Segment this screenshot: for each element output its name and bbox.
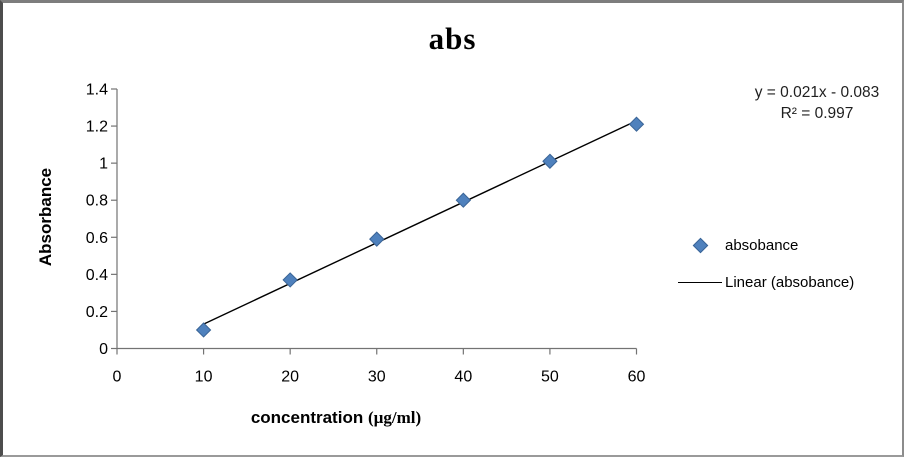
legend-marker-box xyxy=(678,273,722,291)
y-tick-label: 0.2 xyxy=(86,304,108,321)
data-point-diamond xyxy=(282,272,298,288)
data-point-diamond xyxy=(455,192,472,208)
y-tick-label: 0 xyxy=(99,341,108,358)
x-tick-label: 40 xyxy=(454,369,472,386)
legend-label-trendline: Linear (absobance) xyxy=(725,273,855,291)
plot-area: 0 10 20 30 40 50 60 0 0.2 0.4 0.6 0.8 1 1.2 1.4 xyxy=(86,82,646,386)
data-point-diamond xyxy=(369,231,385,247)
chart-title: abs xyxy=(428,21,477,56)
x-tick-label: 0 xyxy=(113,369,122,386)
y-tick-label: 1 xyxy=(99,156,108,173)
trendline-marker-icon xyxy=(678,281,722,283)
x-tick-label: 60 xyxy=(628,369,646,386)
diamond-marker-icon xyxy=(692,237,708,253)
x-tick-label: 30 xyxy=(368,369,386,386)
trendline-equation-block: y = 0.021x - 0.083 R² = 0.997 xyxy=(731,82,902,124)
x-tick-label: 10 xyxy=(195,369,213,386)
axes xyxy=(111,88,638,355)
data-points xyxy=(195,116,645,338)
trendline-equation: y = 0.021x - 0.083 xyxy=(754,84,880,101)
legend-marker-box xyxy=(678,236,722,254)
y-axis-title: Absorbance xyxy=(36,167,55,267)
trendline xyxy=(203,120,637,325)
y-tick-label: 1.4 xyxy=(86,82,108,99)
y-tick-label: 1.2 xyxy=(86,119,108,136)
legend-label-series: absobance xyxy=(725,236,799,254)
data-point-diamond xyxy=(628,116,645,132)
x-tick-label: 20 xyxy=(281,369,299,386)
x-axis-title-unit: (µg/ml) xyxy=(367,408,422,427)
data-point-diamond xyxy=(542,153,558,169)
legend-entry-trendline: Linear (absobance) xyxy=(678,273,854,291)
trendline-r-squared: R² = 0.997 xyxy=(780,105,854,122)
x-axis-title: concentration (µg/ml) xyxy=(115,408,557,428)
y-tick-label: 0.6 xyxy=(86,230,108,247)
x-axis-title-text: concentration xyxy=(250,408,368,427)
x-tick-label: 50 xyxy=(541,369,559,386)
data-point-diamond xyxy=(195,322,212,338)
legend-entry-series: absobance xyxy=(678,236,798,254)
y-tick-label: 0.4 xyxy=(86,267,108,284)
tick-labels: 0 10 20 30 40 50 60 0 0.2 0.4 0.6 0.8 1 1.2 1.4 xyxy=(86,82,646,386)
y-tick-label: 0.8 xyxy=(86,193,108,210)
